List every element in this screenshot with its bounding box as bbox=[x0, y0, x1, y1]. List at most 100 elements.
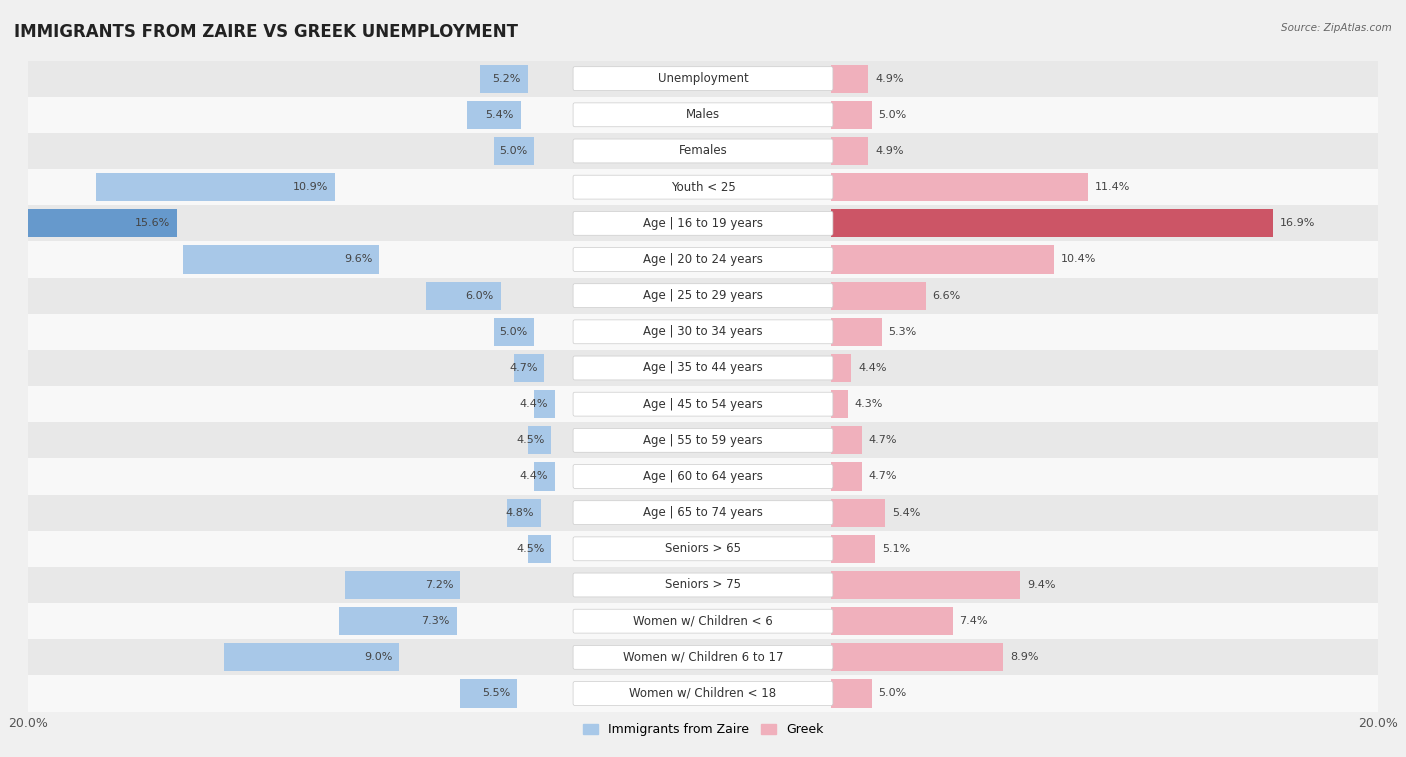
Bar bbox=[831, 137, 869, 165]
Text: Age | 20 to 24 years: Age | 20 to 24 years bbox=[643, 253, 763, 266]
Bar bbox=[28, 567, 1378, 603]
Text: Age | 45 to 54 years: Age | 45 to 54 years bbox=[643, 397, 763, 410]
Bar bbox=[460, 679, 517, 708]
Bar bbox=[346, 571, 460, 599]
Text: 10.4%: 10.4% bbox=[1060, 254, 1097, 264]
Text: 5.0%: 5.0% bbox=[879, 689, 907, 699]
Text: Seniors > 65: Seniors > 65 bbox=[665, 542, 741, 556]
Bar bbox=[831, 101, 872, 129]
Bar bbox=[494, 318, 534, 346]
Bar bbox=[831, 245, 1054, 273]
Text: 5.4%: 5.4% bbox=[891, 508, 921, 518]
Text: 5.5%: 5.5% bbox=[482, 689, 510, 699]
Bar bbox=[831, 209, 1274, 238]
Bar bbox=[831, 534, 875, 563]
Bar bbox=[183, 245, 380, 273]
Text: Age | 30 to 34 years: Age | 30 to 34 years bbox=[643, 326, 763, 338]
FancyBboxPatch shape bbox=[574, 320, 832, 344]
Bar bbox=[426, 282, 501, 310]
FancyBboxPatch shape bbox=[574, 573, 832, 597]
Bar bbox=[831, 499, 886, 527]
Bar bbox=[831, 64, 869, 93]
Text: 5.2%: 5.2% bbox=[492, 73, 520, 83]
Bar bbox=[28, 97, 1378, 133]
Bar bbox=[28, 205, 1378, 241]
Bar bbox=[224, 643, 399, 671]
Bar bbox=[339, 607, 457, 635]
Text: 4.4%: 4.4% bbox=[519, 472, 548, 481]
Text: 4.9%: 4.9% bbox=[875, 146, 904, 156]
FancyBboxPatch shape bbox=[574, 609, 832, 633]
FancyBboxPatch shape bbox=[574, 139, 832, 163]
Bar bbox=[831, 354, 852, 382]
Text: Age | 65 to 74 years: Age | 65 to 74 years bbox=[643, 506, 763, 519]
Text: 4.9%: 4.9% bbox=[875, 73, 904, 83]
Text: 7.4%: 7.4% bbox=[959, 616, 988, 626]
Legend: Immigrants from Zaire, Greek: Immigrants from Zaire, Greek bbox=[578, 718, 828, 741]
Text: 4.5%: 4.5% bbox=[516, 435, 544, 445]
Bar bbox=[28, 422, 1378, 459]
FancyBboxPatch shape bbox=[574, 175, 832, 199]
Text: 9.4%: 9.4% bbox=[1026, 580, 1056, 590]
Text: Women w/ Children 6 to 17: Women w/ Children 6 to 17 bbox=[623, 651, 783, 664]
Text: 10.9%: 10.9% bbox=[292, 182, 329, 192]
Text: 4.7%: 4.7% bbox=[509, 363, 537, 373]
Text: 6.6%: 6.6% bbox=[932, 291, 960, 301]
Text: Males: Males bbox=[686, 108, 720, 121]
Bar bbox=[831, 463, 862, 491]
Text: Age | 16 to 19 years: Age | 16 to 19 years bbox=[643, 217, 763, 230]
FancyBboxPatch shape bbox=[574, 392, 832, 416]
Bar bbox=[28, 241, 1378, 278]
Bar bbox=[28, 494, 1378, 531]
Bar bbox=[28, 459, 1378, 494]
Text: Women w/ Children < 18: Women w/ Children < 18 bbox=[630, 687, 776, 700]
Bar bbox=[0, 209, 177, 238]
Text: 4.4%: 4.4% bbox=[858, 363, 887, 373]
Bar bbox=[831, 318, 882, 346]
FancyBboxPatch shape bbox=[574, 248, 832, 272]
FancyBboxPatch shape bbox=[574, 537, 832, 561]
Bar bbox=[831, 643, 1004, 671]
Text: Source: ZipAtlas.com: Source: ZipAtlas.com bbox=[1281, 23, 1392, 33]
FancyBboxPatch shape bbox=[574, 646, 832, 669]
Bar bbox=[467, 101, 520, 129]
Bar bbox=[534, 390, 554, 419]
Bar bbox=[831, 426, 862, 454]
Bar bbox=[481, 64, 527, 93]
Bar bbox=[28, 531, 1378, 567]
Text: 4.8%: 4.8% bbox=[506, 508, 534, 518]
Bar bbox=[28, 133, 1378, 169]
Bar bbox=[28, 675, 1378, 712]
FancyBboxPatch shape bbox=[574, 500, 832, 525]
Text: 16.9%: 16.9% bbox=[1279, 218, 1316, 229]
Text: Age | 35 to 44 years: Age | 35 to 44 years bbox=[643, 362, 763, 375]
Bar bbox=[494, 137, 534, 165]
Bar bbox=[508, 499, 541, 527]
Text: 4.7%: 4.7% bbox=[869, 435, 897, 445]
FancyBboxPatch shape bbox=[574, 465, 832, 488]
Bar bbox=[515, 354, 544, 382]
Bar bbox=[28, 639, 1378, 675]
Bar bbox=[831, 173, 1088, 201]
Text: 5.0%: 5.0% bbox=[499, 327, 527, 337]
Text: Seniors > 75: Seniors > 75 bbox=[665, 578, 741, 591]
Bar bbox=[831, 390, 848, 419]
FancyBboxPatch shape bbox=[574, 356, 832, 380]
Bar bbox=[831, 679, 872, 708]
Bar bbox=[831, 282, 925, 310]
Bar bbox=[28, 169, 1378, 205]
Text: 4.3%: 4.3% bbox=[855, 399, 883, 409]
Text: 8.9%: 8.9% bbox=[1010, 653, 1039, 662]
Bar bbox=[28, 313, 1378, 350]
FancyBboxPatch shape bbox=[574, 284, 832, 307]
Text: 7.2%: 7.2% bbox=[425, 580, 453, 590]
FancyBboxPatch shape bbox=[574, 211, 832, 235]
Text: 5.0%: 5.0% bbox=[879, 110, 907, 120]
Text: 4.4%: 4.4% bbox=[519, 399, 548, 409]
Text: 4.7%: 4.7% bbox=[869, 472, 897, 481]
Text: 7.3%: 7.3% bbox=[422, 616, 450, 626]
Bar bbox=[28, 350, 1378, 386]
Text: 6.0%: 6.0% bbox=[465, 291, 494, 301]
Text: Age | 25 to 29 years: Age | 25 to 29 years bbox=[643, 289, 763, 302]
Text: 15.6%: 15.6% bbox=[135, 218, 170, 229]
